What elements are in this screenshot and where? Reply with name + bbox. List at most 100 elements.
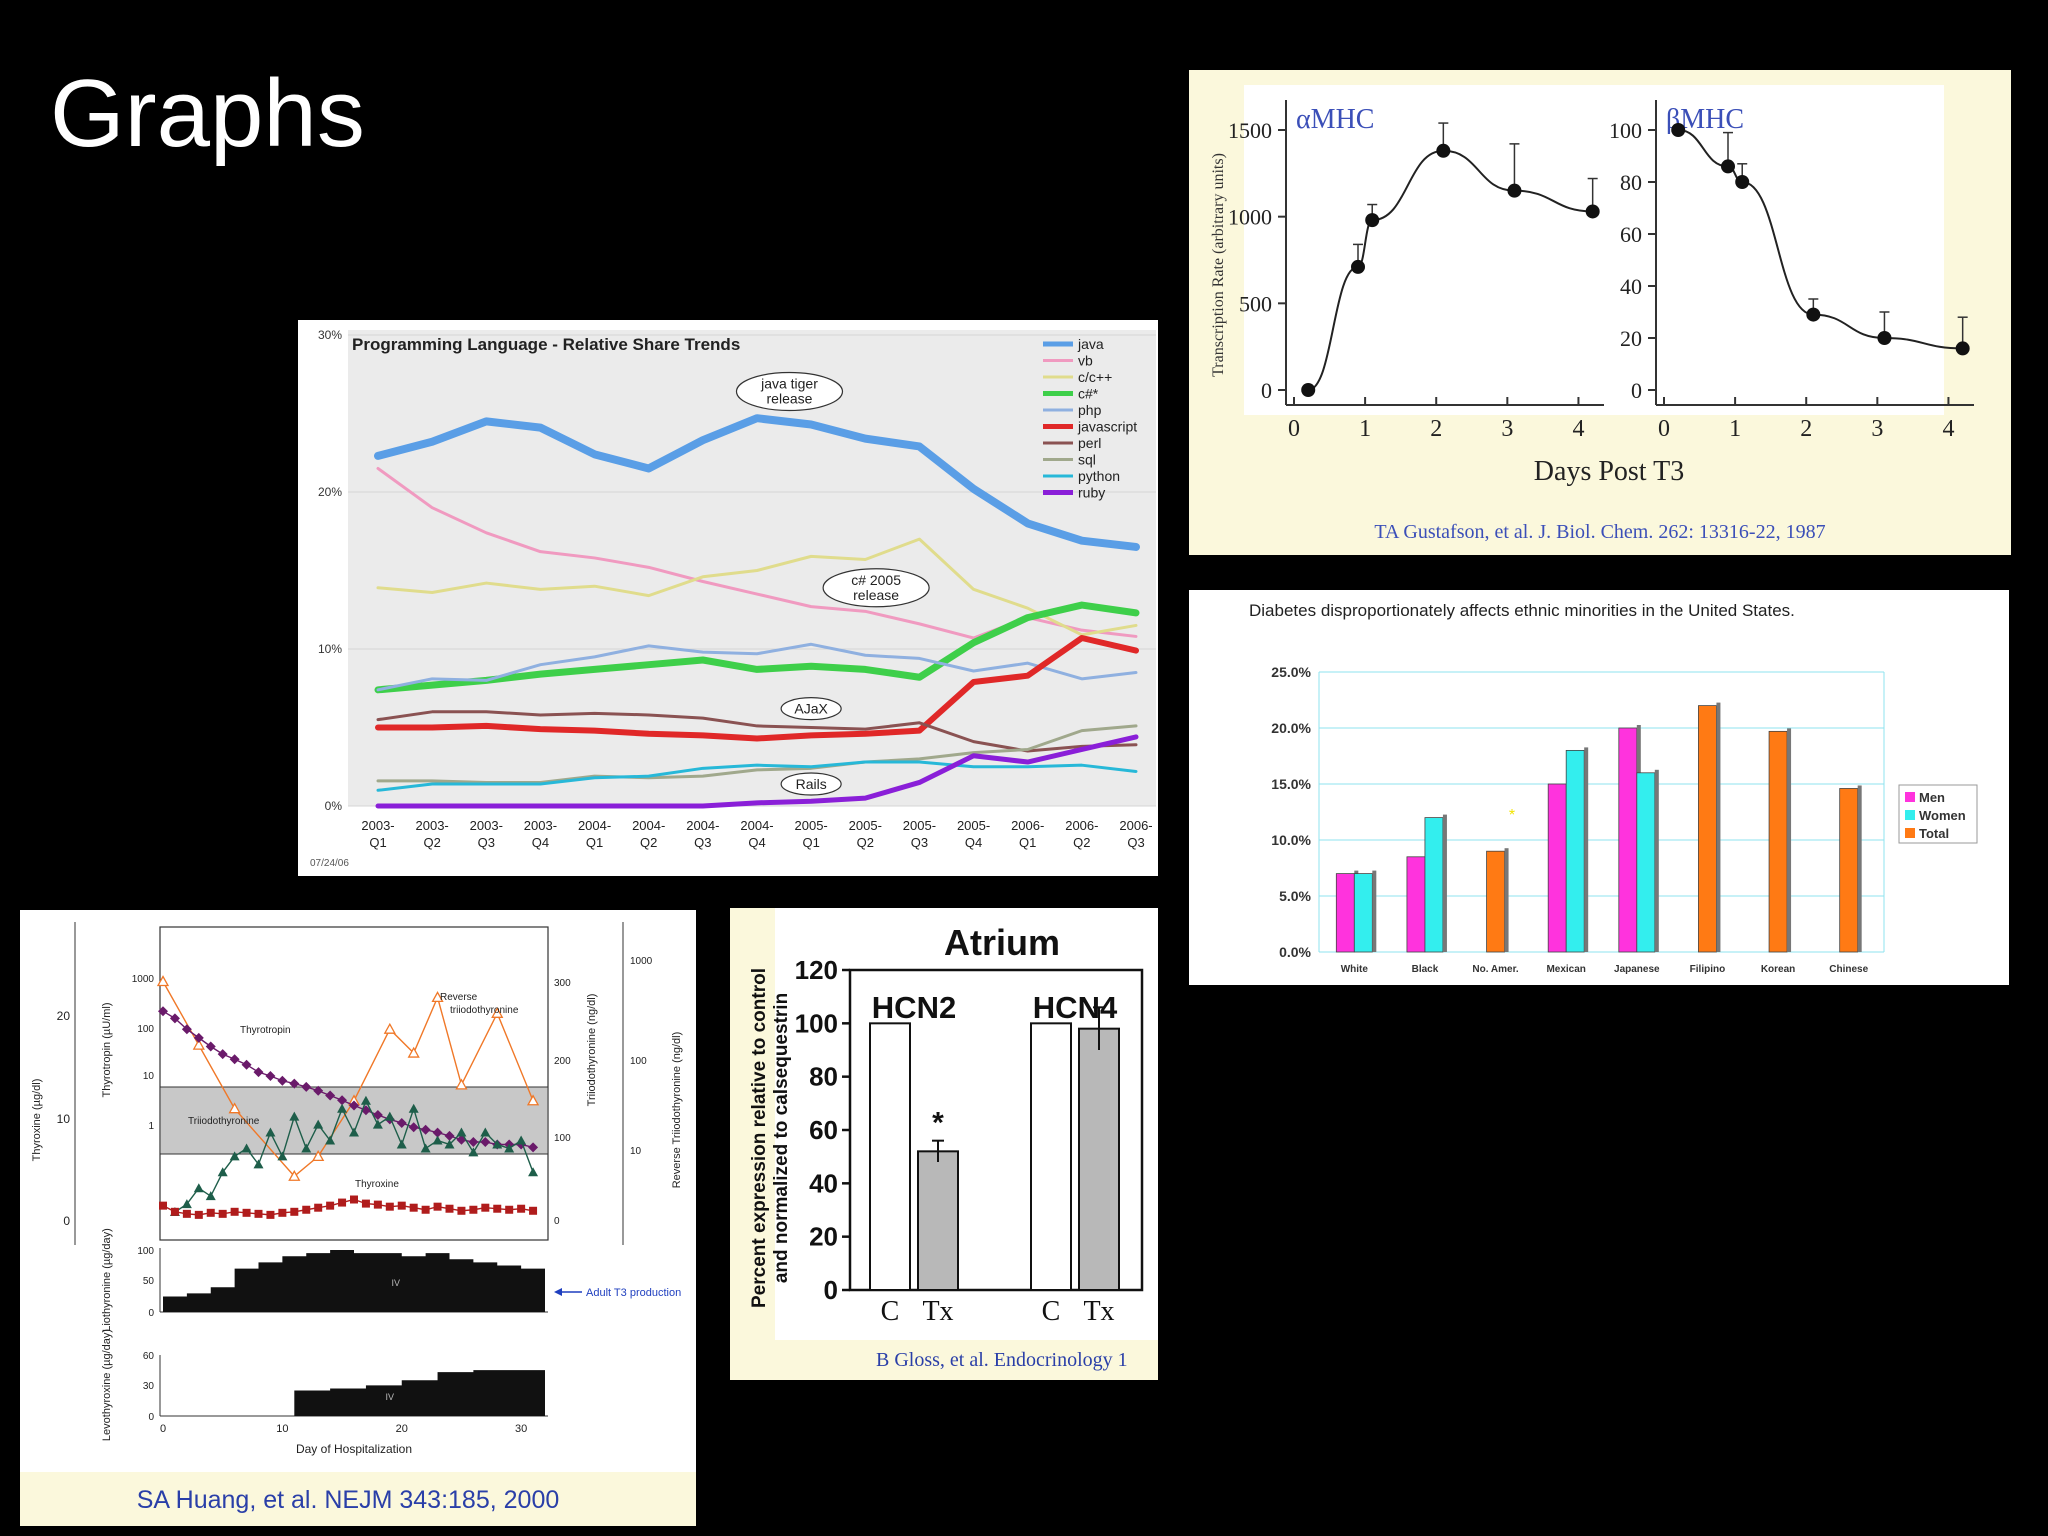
data-point <box>1436 143 1451 158</box>
reverse-t3-marker <box>407 1046 420 1058</box>
levothyroxine-axis-label: Levothyroxine (µg/day) <box>101 1329 113 1441</box>
citation-band <box>20 1472 696 1526</box>
bar-label: Tx <box>1083 1296 1114 1327</box>
bar-men <box>1335 873 1355 953</box>
series-line-csharp <box>374 601 1140 694</box>
legend-swatch-men <box>1905 792 1915 802</box>
y-tick-label: 0.0% <box>1279 944 1311 960</box>
atrium-panel: 0 20 40 60 80 100 120 Atrium Percent expression … <box>730 908 1158 1380</box>
x-tick-label: Japanese <box>1614 964 1660 975</box>
triiodothyronine-marker <box>193 1183 204 1193</box>
bar <box>869 1022 911 1291</box>
triiodothyronine-marker <box>325 1135 336 1145</box>
adult-t3-label: Adult T3 production <box>586 1287 681 1299</box>
x-tick-label: Korean <box>1761 964 1795 975</box>
thyroxine-marker <box>278 1208 287 1217</box>
thyroxine-marker <box>481 1203 490 1212</box>
thyrotropin-marker <box>468 1136 479 1147</box>
reverse-t3-marker <box>312 1150 325 1162</box>
triiodothyronine-marker <box>480 1127 491 1137</box>
thyroxine-marker <box>517 1204 526 1213</box>
triiodothyronine-marker <box>349 1127 359 1137</box>
diabetes-chart: Diabetes disproportionately affects ethn… <box>1249 601 1978 975</box>
thyroxine-marker <box>266 1210 275 1219</box>
levothyroxine-tick: 60 <box>143 1351 155 1362</box>
thyrotropin-marker <box>349 1100 359 1111</box>
triiodothyronine-marker <box>516 1135 527 1145</box>
y-tick-label: 20 <box>1620 326 1642 351</box>
data-point <box>1585 204 1600 219</box>
x-tick-label: 2003- <box>524 818 557 833</box>
adult-t3-arrowhead <box>554 1288 562 1296</box>
thyroxine-marker <box>529 1206 538 1215</box>
reverse-t3-marker <box>156 975 170 987</box>
data-point <box>1877 331 1892 345</box>
annotation-text: c# 2005 <box>851 572 901 588</box>
annotation-bubble <box>780 772 842 796</box>
reverse-t3-marker <box>491 1006 504 1018</box>
thyrotropin-marker <box>205 1041 216 1052</box>
triiodothyronine-marker <box>360 1095 371 1105</box>
thyroxine-marker <box>159 1201 167 1210</box>
y-tick-label: 10.0% <box>1271 832 1311 848</box>
triiodothyronine-marker <box>313 1119 324 1129</box>
x-tick-label: 2003- <box>470 818 503 833</box>
bar-total <box>1486 850 1505 953</box>
thyrotropin-marker <box>169 1013 180 1024</box>
chart-title: Diabetes disproportionately affects ethn… <box>1249 601 1795 620</box>
thyrotropin-marker <box>289 1078 300 1089</box>
liothyronine-tick: 50 <box>143 1276 155 1287</box>
bar <box>1030 1022 1072 1291</box>
thyroxine-marker <box>445 1204 454 1213</box>
y-tick-label: 25.0% <box>1271 664 1311 680</box>
annotation-text: release <box>853 587 899 603</box>
diabetes-panel: Diabetes disproportionately affects ethn… <box>1189 590 2009 985</box>
thyrotropin-marker <box>360 1105 371 1116</box>
thyroxine-marker <box>361 1199 370 1208</box>
x-tick-label: Q4 <box>748 835 765 850</box>
y-tick-label: 20.0% <box>1271 720 1311 736</box>
atrium-chart: 0 20 40 60 80 100 120 Atrium Percent expression … <box>749 908 1158 1371</box>
x-tick-label: 2004- <box>686 818 719 833</box>
triiodothyronine-marker <box>492 1139 503 1149</box>
x-tick-label: 3 <box>1871 416 1883 442</box>
x-tick-label: Q2 <box>640 835 657 850</box>
rt3-tick: 10 <box>630 1146 642 1157</box>
citation: SA Huang, et al. NEJM 343:185, 2000 <box>137 1486 560 1514</box>
bar-women <box>1353 873 1373 953</box>
liothyronine-tick: 100 <box>137 1246 154 1257</box>
plot-background <box>1244 85 1944 415</box>
y-axis-label: and normalized to calsequestrin <box>771 993 792 1283</box>
legend-label: vb <box>1078 353 1093 369</box>
levothyroxine-tick: 0 <box>148 1412 154 1423</box>
y-tick-label: 100 <box>1609 118 1642 143</box>
data-point <box>1301 383 1316 397</box>
triiodothyronine-marker <box>528 1167 539 1177</box>
thyroxine-marker <box>350 1195 358 1204</box>
data-point <box>1806 307 1821 322</box>
y-tick-label: 40 <box>1620 274 1642 299</box>
bar-shadow <box>1654 769 1659 952</box>
series-line-java <box>374 414 1140 551</box>
annotation-bubble <box>735 371 844 412</box>
thyrotropin-marker <box>396 1117 407 1128</box>
x-tick-label: 2006- <box>1119 818 1152 833</box>
triiodothyronine-marker <box>289 1111 300 1121</box>
triiodothyronine-marker <box>301 1143 312 1153</box>
triiodothyronine-marker <box>468 1147 479 1157</box>
triiodothyronine-marker <box>372 1119 383 1129</box>
date-stamp: 07/24/06 <box>310 858 349 869</box>
x-tick-label: 2005- <box>795 818 828 833</box>
triiodothyronine-marker <box>265 1127 276 1137</box>
x-tick-label: 20 <box>396 1423 408 1435</box>
y-tick-label: 1000 <box>1228 205 1272 230</box>
triiodothyronine-marker <box>396 1139 407 1149</box>
thyrotropin-tick: 1000 <box>132 974 155 985</box>
reverse-t3-marker <box>383 1022 396 1034</box>
language-trends-chart: 0% 10% 20% 30% Programming Language - Relati… <box>310 328 1156 869</box>
annotation-text: Rails <box>796 776 827 792</box>
t3-tick: 300 <box>554 978 571 989</box>
annotation-text: AJaX <box>794 701 828 717</box>
thyroxine-marker <box>302 1205 311 1214</box>
